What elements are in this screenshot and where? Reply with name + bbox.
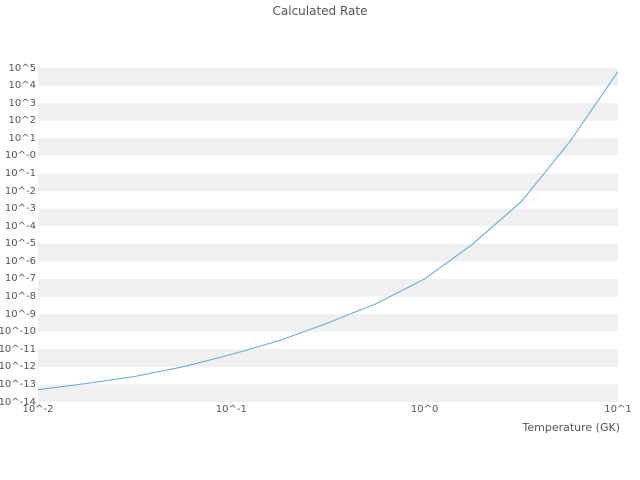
grid-band [38, 138, 618, 156]
y-tick-label: 10^5 [8, 62, 36, 74]
y-tick-label: 10^4 [8, 80, 36, 92]
chart-title: Calculated Rate [272, 4, 368, 18]
y-tick-label: 10^-13 [0, 378, 36, 390]
grid-band [38, 208, 618, 227]
grid-band [38, 384, 618, 402]
y-tick-label: 10^3 [8, 97, 36, 109]
grid-band [38, 349, 618, 367]
grid-band [38, 103, 618, 121]
plot-area [38, 68, 618, 402]
grid-band [38, 173, 618, 192]
y-tick-label: 10^-0 [4, 150, 36, 162]
x-tick-label: 10^0 [410, 404, 439, 415]
x-tick-label: 10^1 [604, 404, 632, 415]
x-tick-label: 10^-2 [22, 404, 54, 415]
y-tick-label: 10^-1 [4, 167, 36, 179]
y-tick-label: 10^-11 [0, 343, 36, 355]
y-tick-label: 10^-5 [4, 238, 36, 250]
y-tick-label: 10^-8 [4, 291, 36, 303]
y-tick-label: 10^-14 [0, 396, 36, 408]
y-tick-label: 10^-9 [4, 308, 36, 320]
y-tick-label: 10^-2 [4, 185, 36, 197]
y-tick-label: 10^2 [8, 115, 36, 127]
y-tick-label: 10^-3 [4, 203, 36, 215]
x-axis-title: Temperature (GK) [522, 421, 621, 434]
y-tick-label: 10^-4 [4, 220, 36, 232]
y-tick-label: 10^1 [8, 132, 36, 144]
y-tick-label: 10^-7 [4, 273, 36, 285]
grid-band [38, 243, 618, 262]
grid-band [38, 278, 618, 297]
y-tick-label: 10^-10 [0, 326, 36, 338]
grid-band [38, 68, 618, 86]
x-tick-label: 10^-1 [215, 404, 247, 415]
rate-line [38, 71, 618, 391]
y-tick-label: 10^-12 [0, 361, 36, 373]
y-tick-label: 10^-6 [4, 255, 36, 267]
